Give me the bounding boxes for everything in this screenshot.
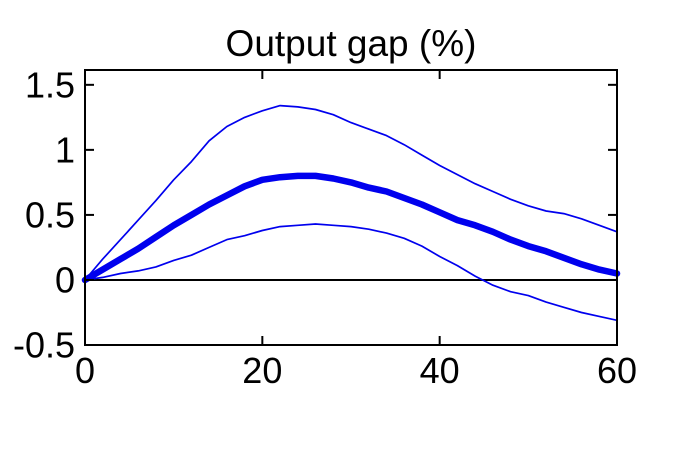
series-line-mean [81, 172, 621, 284]
axis-box [84, 69, 618, 346]
y-tick-label: 1 [55, 129, 75, 170]
y-tick-label: 0.5 [25, 195, 75, 236]
y-tick-label: -0.5 [13, 325, 75, 366]
plot-area: 0 20 40 60-0.500.511.5 [13, 64, 637, 391]
series-line-lower-band [84, 223, 618, 322]
chart-title: Output gap (%) [226, 23, 477, 64]
y-tick-label: 0 [55, 260, 75, 301]
x-tick-label: 60 [597, 350, 637, 391]
series-line-upper-band [84, 104, 618, 281]
x-tick-label: 20 [242, 350, 282, 391]
x-tick-label: 0 [75, 350, 95, 391]
x-tick-label: 40 [420, 350, 460, 391]
y-tick-label: 1.5 [25, 64, 75, 105]
